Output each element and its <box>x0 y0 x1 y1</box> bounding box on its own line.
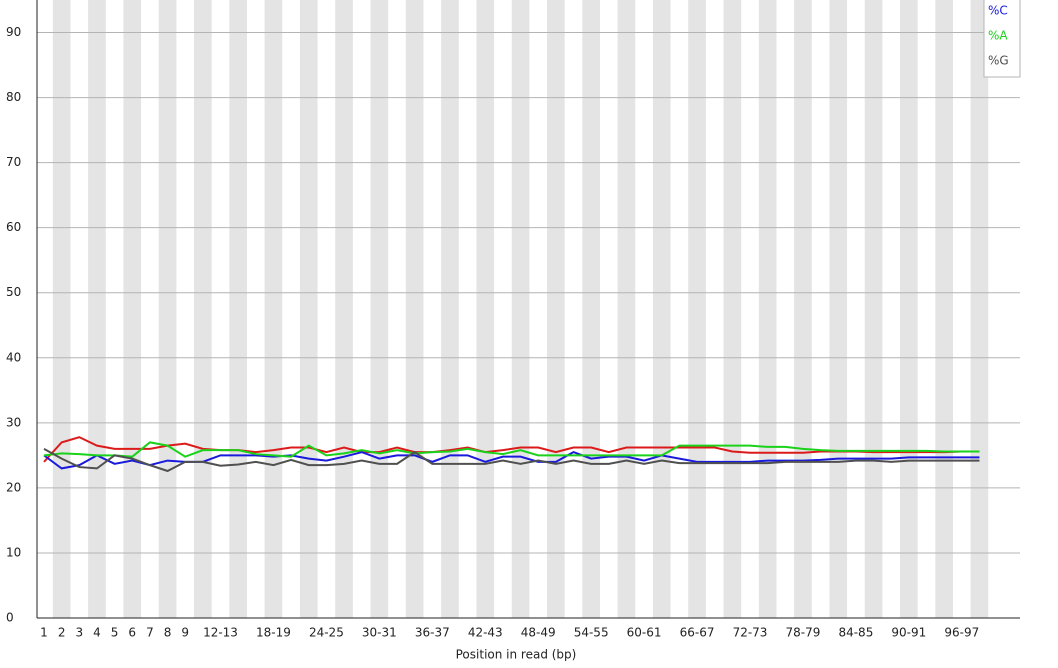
y-tick-label: 20 <box>6 480 21 494</box>
stripe <box>547 0 565 618</box>
legend-entry: %C <box>988 4 1008 18</box>
stripe <box>88 0 106 618</box>
legend-entry: %G <box>988 54 1009 68</box>
stripe <box>158 0 177 618</box>
stripe <box>299 0 318 618</box>
x-tick-label: 4 <box>93 626 101 640</box>
x-tick-label: 1 <box>40 626 48 640</box>
x-tick-label: 96-97 <box>944 626 979 640</box>
y-tick-label: 0 <box>6 611 14 625</box>
x-tick-label: 72-73 <box>733 626 768 640</box>
x-tick-label: 18-19 <box>256 626 291 640</box>
stripe <box>794 0 812 618</box>
stripe <box>652 0 671 618</box>
plot-background <box>52 0 989 618</box>
stripe <box>688 0 706 618</box>
x-tick-label: 90-91 <box>891 626 926 640</box>
x-tick-label: 60-61 <box>627 626 662 640</box>
y-tick-label: 90 <box>6 25 21 39</box>
x-tick-label: 8 <box>164 626 172 640</box>
stripe <box>405 0 424 618</box>
stripe <box>370 0 389 618</box>
stripe <box>582 0 600 618</box>
x-tick-label: 84-85 <box>838 626 873 640</box>
x-tick-label: 5 <box>111 626 119 640</box>
x-tick-label: 9 <box>181 626 189 640</box>
x-tick-label: 2 <box>58 626 66 640</box>
stripe <box>335 0 353 618</box>
stripe <box>476 0 495 618</box>
stripe <box>123 0 142 618</box>
x-tick-label: 54-55 <box>574 626 609 640</box>
x-tick-label: 66-67 <box>680 626 715 640</box>
legend-entry: %A <box>988 29 1008 43</box>
stripe <box>194 0 212 618</box>
stripe <box>900 0 918 618</box>
legend-box <box>983 0 1021 78</box>
y-tick-label: 70 <box>6 155 21 169</box>
stripe <box>723 0 742 618</box>
stripe <box>829 0 848 618</box>
x-tick-label: 36-37 <box>415 626 450 640</box>
x-tick-label: 3 <box>75 626 83 640</box>
x-tick-label: 78-79 <box>786 626 821 640</box>
x-tick-label: 7 <box>146 626 154 640</box>
stripe <box>864 0 883 618</box>
y-tick-label: 30 <box>6 415 21 429</box>
stripe <box>617 0 636 618</box>
stripe <box>441 0 459 618</box>
y-tick-label: 10 <box>6 545 21 559</box>
x-tick-label: 30-31 <box>362 626 397 640</box>
y-tick-label: 80 <box>6 90 21 104</box>
x-tick-label: 6 <box>128 626 136 640</box>
x-tick-label: 42-43 <box>468 626 503 640</box>
data-line <box>43 436 980 463</box>
x-axis-label: Position in read (bp) <box>456 648 577 662</box>
data-line <box>43 441 980 458</box>
x-tick-label: 48-49 <box>521 626 556 640</box>
x-tick-label: 24-25 <box>309 626 344 640</box>
stripe <box>970 0 989 618</box>
stripe <box>264 0 283 618</box>
x-tick-label: 12-13 <box>203 626 238 640</box>
y-tick-label: 60 <box>6 220 21 234</box>
stripe <box>229 0 247 618</box>
y-tick-label: 40 <box>6 350 21 364</box>
data-line <box>43 447 980 473</box>
y-tick-label: 50 <box>6 285 21 299</box>
stripe <box>758 0 777 618</box>
stripe <box>52 0 71 618</box>
stripe <box>511 0 530 618</box>
stripe <box>935 0 953 618</box>
